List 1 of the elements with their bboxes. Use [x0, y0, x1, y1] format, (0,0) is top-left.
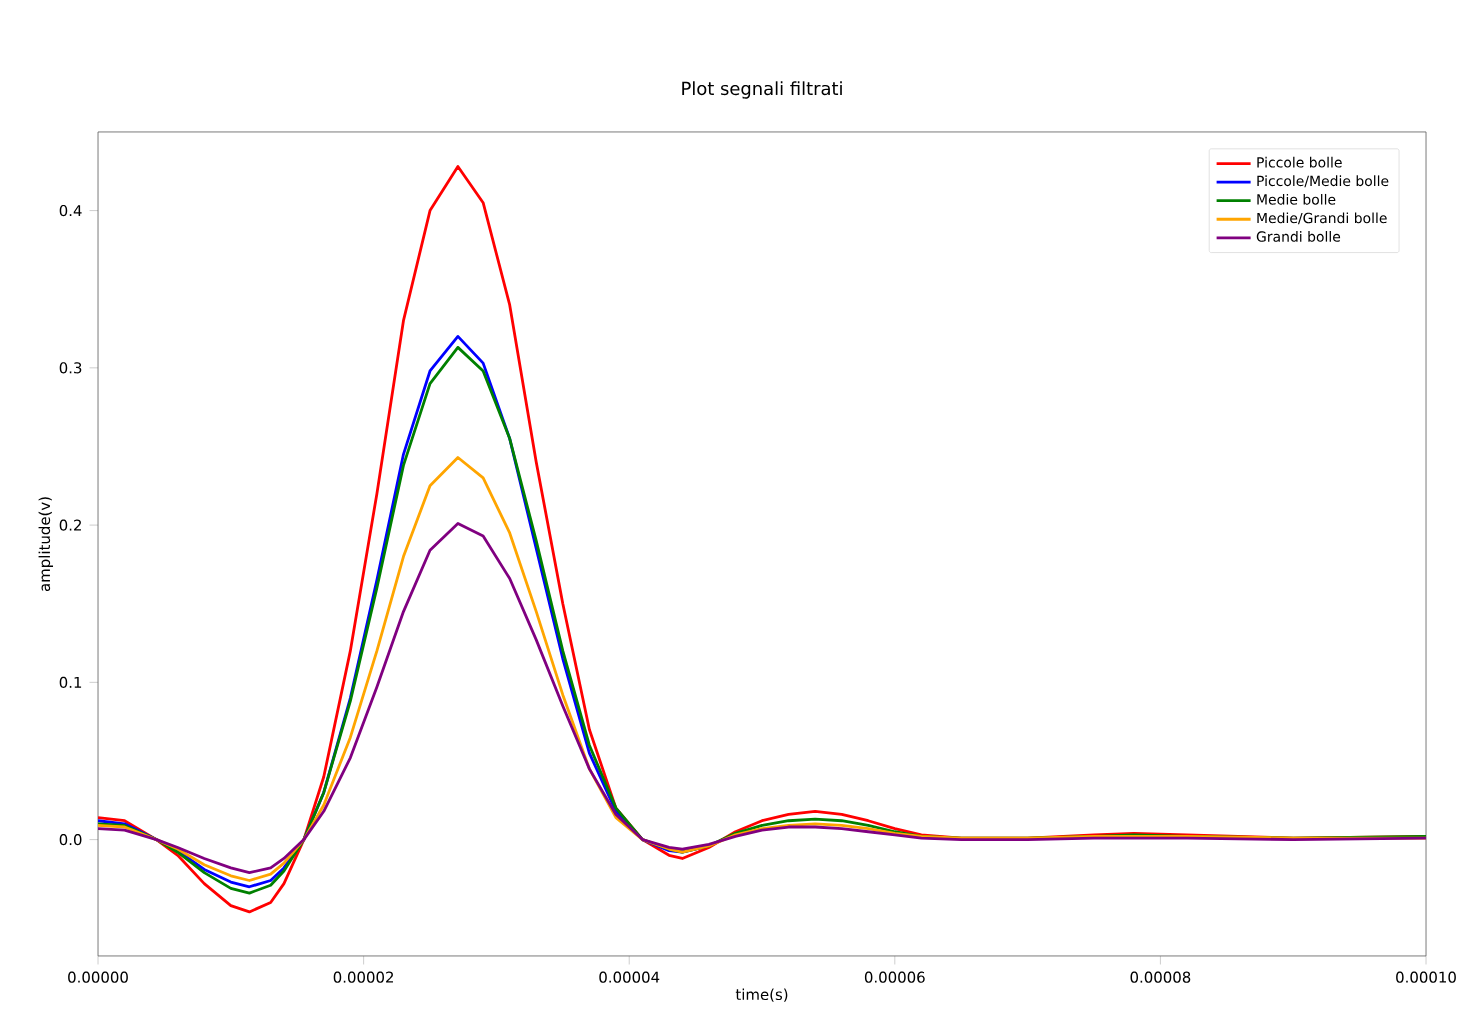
chart-title: Plot segnali filtrati — [682, 81, 842, 99]
